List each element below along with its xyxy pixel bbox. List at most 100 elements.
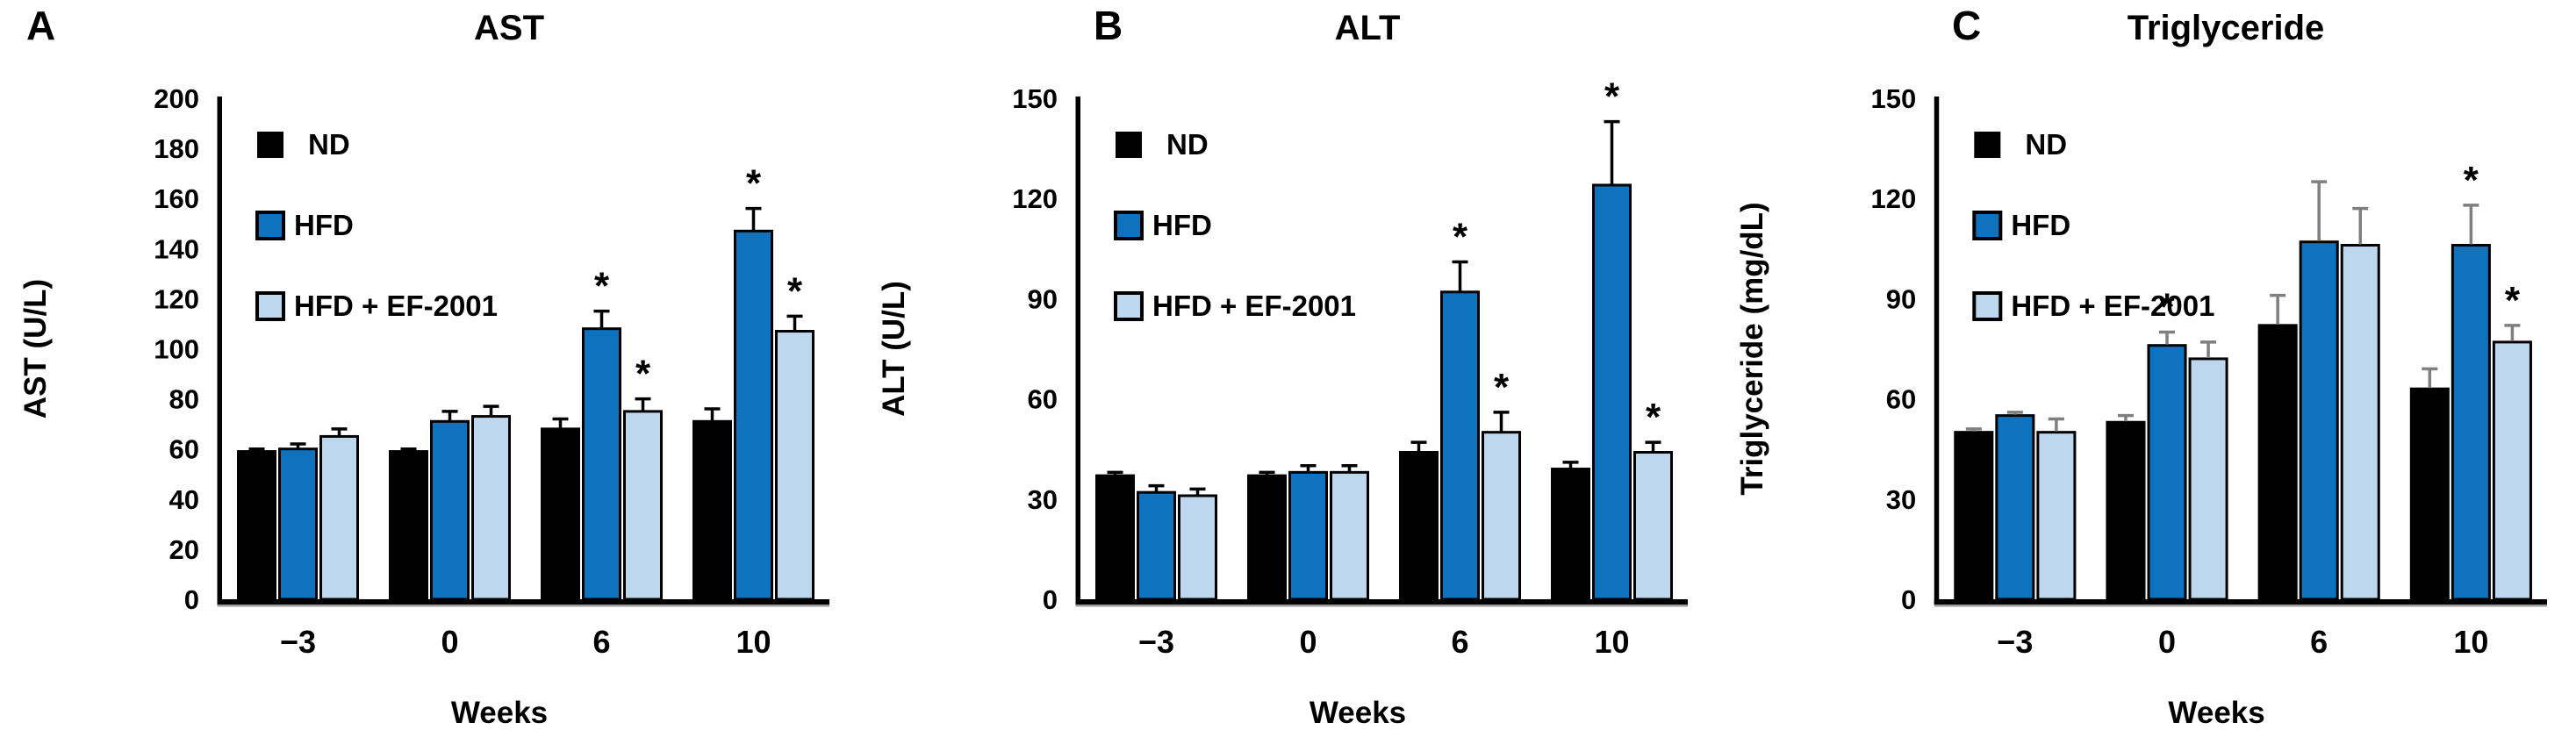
y-tick-label: 40 <box>169 484 199 515</box>
significance-asterisk: * <box>594 265 610 308</box>
x-axis-shadow <box>217 605 829 607</box>
bar-hfd-ef-2001-wk1 <box>2188 357 2228 601</box>
bar-hfd-wk2 <box>582 327 621 601</box>
legend-label: HFD + EF-2001 <box>294 290 498 322</box>
bar-nd-wk1 <box>389 450 428 601</box>
x-axis-shadow <box>1934 605 2547 607</box>
x-tick-label: 10 <box>1594 624 1629 660</box>
x-axis-line <box>217 599 829 605</box>
bar-hfd-ef-2001-wk2 <box>2340 243 2380 601</box>
bar-hfd-wk2 <box>1440 290 1480 601</box>
x-axis-title: Weeks <box>1310 696 1406 730</box>
y-axis-line <box>217 97 222 605</box>
chart-title-alt: ALT <box>1334 9 1401 47</box>
x-tick-label: 0 <box>441 624 458 660</box>
bar-hfd-ef-2001-wk1 <box>1330 470 1369 601</box>
triglyceride-bar-chart: 0 30 60 90 120 150 −3 * 0 6 * * 10 Weeks Triglyceride … <box>1735 83 2547 730</box>
chart-title-ast: AST <box>474 9 544 47</box>
bar-hfd-ef-2001-wk2 <box>623 410 663 601</box>
y-tick-label: 180 <box>154 133 199 164</box>
y-tick-label: 60 <box>1886 384 1917 415</box>
bar-nd-wk1 <box>2106 420 2146 601</box>
y-tick-label: 0 <box>1901 584 1916 615</box>
legend-swatch-hfd-ef-2001 <box>1114 291 1144 321</box>
bar-hfd-wk3 <box>734 229 773 601</box>
y-tick-label: 90 <box>1886 283 1917 314</box>
bar-nd-wk3 <box>692 419 732 601</box>
x-tick-label: −3 <box>280 624 316 660</box>
legend-swatch-nd <box>1974 132 2001 158</box>
alt-bar-chart: 0 30 60 90 120 150 −3 0 * * 6 * * 10 Weeks ALT (U/L) ND H… <box>877 75 1688 730</box>
significance-asterisk: * <box>2505 279 2521 322</box>
bar-hfd-wk1 <box>2147 344 2187 601</box>
panel-letter-c: C <box>1952 3 1983 48</box>
bar-hfd-ef-2001-wk3 <box>1633 451 1673 601</box>
bar-hfd-wk0 <box>1995 414 2035 601</box>
bar-hfd-wk2 <box>2299 240 2339 601</box>
ast-bar-chart: 0 20 40 60 80 100 120 140 160 180 200 −3 0 * * 6 * * 10 Wee… <box>18 83 829 730</box>
y-tick-label: 120 <box>154 283 199 314</box>
legend-swatch-hfd-ef-2001 <box>255 291 285 321</box>
chart-title-triglyceride: Triglyceride <box>2127 9 2325 47</box>
bar-hfd-wk1 <box>430 419 470 601</box>
x-axis-title: Weeks <box>2168 696 2264 730</box>
y-tick-label: 90 <box>1028 283 1058 314</box>
bar-hfd-wk1 <box>1288 470 1328 601</box>
x-axis-shadow <box>1075 605 1688 607</box>
bar-hfd-wk0 <box>278 447 318 601</box>
y-tick-label: 20 <box>169 534 199 565</box>
panel-letter-a: A <box>26 3 57 48</box>
legend-swatch-hfd <box>1972 211 2003 240</box>
x-axis-line <box>1075 599 1688 605</box>
bar-hfd-ef-2001-wk2 <box>1482 431 1521 601</box>
x-tick-label: 6 <box>592 624 610 660</box>
bar-hfd-ef-2001-wk0 <box>319 434 359 601</box>
y-axis-title: AST (U/L) <box>18 279 53 419</box>
legend-swatch-nd <box>1116 132 1142 158</box>
bar-nd-wk0 <box>1954 431 1994 601</box>
y-axis-line <box>1075 97 1080 605</box>
legend-swatch-hfd <box>255 211 285 240</box>
x-tick-label: 10 <box>2453 624 2488 660</box>
panel-ast: A AST 0 20 40 60 80 100 120 140 160 180 200 −3 0 * * 6 *… <box>0 0 858 737</box>
y-tick-label: 0 <box>1043 584 1058 615</box>
legend-label: ND <box>2025 128 2067 161</box>
significance-asterisk: * <box>746 162 762 205</box>
bar-nd-wk2 <box>2257 324 2298 601</box>
legend-label: HFD + EF-2001 <box>1152 290 1356 322</box>
bar-hfd-ef-2001-wk0 <box>1178 494 1217 601</box>
legend-label: HFD <box>2011 209 2070 241</box>
significance-asterisk: * <box>1646 396 1661 439</box>
bar-hfd-wk0 <box>1137 490 1176 601</box>
x-axis-line <box>1934 599 2547 605</box>
legend-label: HFD <box>1152 209 1212 241</box>
legend-label: HFD <box>294 209 354 241</box>
legend-label: HFD + EF-2001 <box>2011 290 2214 322</box>
x-tick-label: 6 <box>1451 624 1468 660</box>
y-tick-label: 140 <box>154 233 199 264</box>
bar-nd-wk2 <box>1399 451 1439 601</box>
bar-nd-wk2 <box>541 427 580 601</box>
significance-asterisk: * <box>1494 366 1510 409</box>
significance-asterisk: * <box>2159 285 2175 328</box>
y-tick-label: 60 <box>169 434 199 465</box>
significance-asterisk: * <box>2464 159 2479 202</box>
bar-hfd-ef-2001-wk1 <box>471 415 511 601</box>
legend-swatch-nd <box>257 132 283 158</box>
x-tick-label: 0 <box>2158 624 2176 660</box>
legend-swatch-hfd <box>1114 211 1144 240</box>
y-tick-label: 100 <box>154 334 199 365</box>
legend-swatch-hfd-ef-2001 <box>1972 291 2003 321</box>
y-tick-label: 30 <box>1886 484 1917 515</box>
legend-label: ND <box>1166 128 1209 161</box>
bar-hfd-ef-2001-wk3 <box>775 330 814 601</box>
significance-asterisk: * <box>787 269 803 312</box>
y-tick-label: 0 <box>184 584 199 615</box>
x-tick-label: 6 <box>2310 624 2328 660</box>
y-tick-label: 150 <box>1012 83 1058 114</box>
bar-nd-wk0 <box>1095 474 1135 601</box>
bar-nd-wk3 <box>2409 387 2450 601</box>
bar-nd-wk3 <box>1551 468 1590 601</box>
panel-letter-b: B <box>1094 3 1124 48</box>
